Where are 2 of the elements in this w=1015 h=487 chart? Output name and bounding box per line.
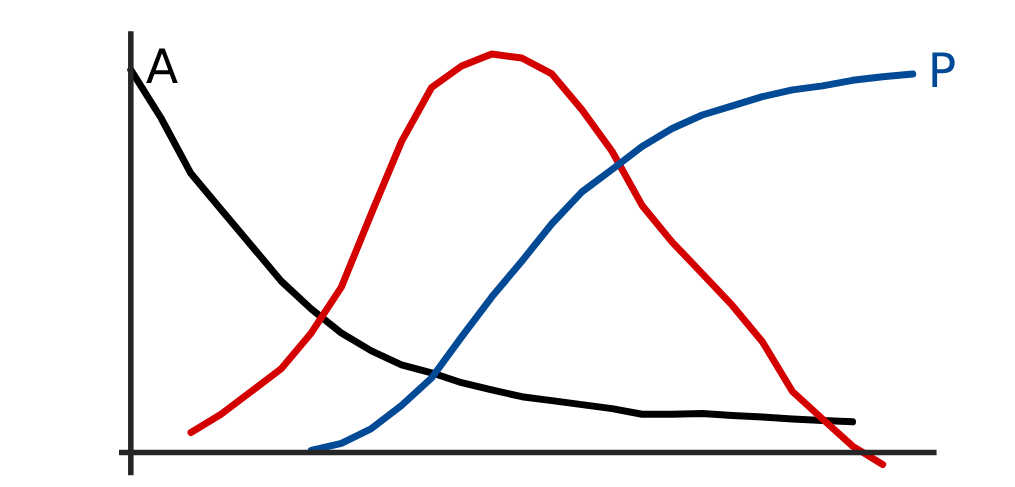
series-label: P (932, 52, 955, 87)
series-label: A (146, 48, 178, 83)
